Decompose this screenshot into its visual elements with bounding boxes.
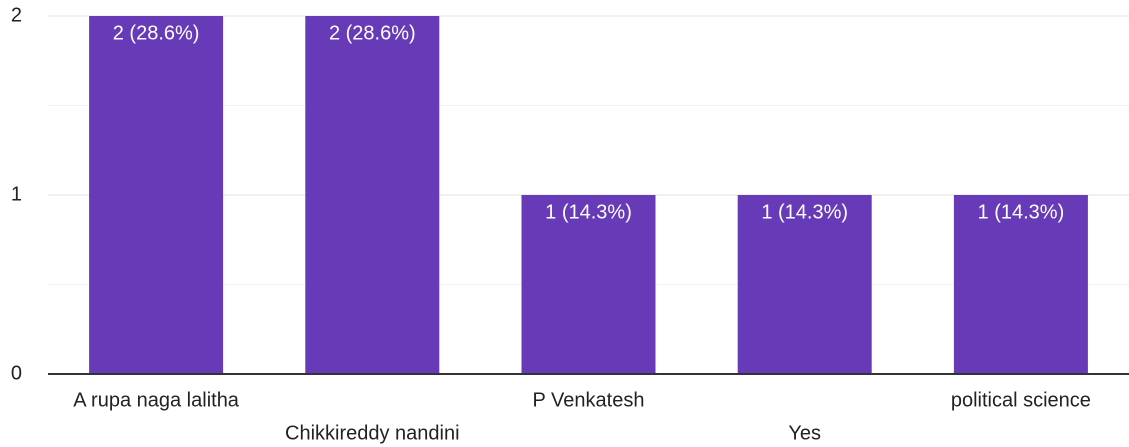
- value-label: 1 (14.3%): [978, 201, 1065, 223]
- y-tick-label: 1: [11, 183, 22, 205]
- bar: [737, 195, 872, 374]
- x-tick-label: A rupa naga lalitha: [73, 389, 240, 411]
- value-label: 1 (14.3%): [761, 201, 848, 223]
- x-tick-label: Yes: [788, 422, 821, 444]
- x-tick-label: P Venkatesh: [533, 389, 645, 411]
- value-label: 1 (14.3%): [545, 201, 632, 223]
- bar: [89, 16, 224, 374]
- x-tick-label: Chikkireddy nandini: [285, 422, 460, 444]
- x-tick-label: political science: [951, 389, 1091, 411]
- y-tick-label: 2: [11, 4, 22, 26]
- value-label: 2 (28.6%): [329, 22, 416, 44]
- value-label: 2 (28.6%): [113, 22, 200, 44]
- bar: [521, 195, 656, 374]
- y-tick-label: 0: [11, 362, 22, 384]
- bar: [953, 195, 1088, 374]
- bar: [305, 16, 440, 374]
